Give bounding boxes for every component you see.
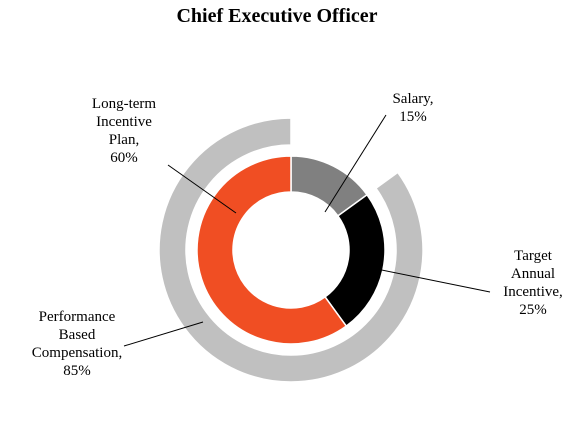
slice-target-annual-incentive xyxy=(324,193,386,328)
label-long-term-incentive-plan: Long-term Incentive Plan, 60% xyxy=(92,96,156,166)
slice-long-term-incentive-plan xyxy=(196,155,348,345)
slice-labels: Salary, 15% Target Annual Incentive, 25% Long-… xyxy=(32,91,563,379)
slice-performance-based-compensation xyxy=(158,117,424,383)
chart-title: Chief Executive Officer xyxy=(176,5,377,27)
leader-long-term-incentive-plan xyxy=(167,164,237,214)
leader-lines xyxy=(123,114,491,347)
rings xyxy=(158,117,424,383)
label-target-annual-incentive: Target Annual Incentive, 25% xyxy=(503,248,563,318)
leader-performance-based-compensation xyxy=(123,321,204,347)
leader-target-annual-incentive xyxy=(371,267,491,293)
leader-salary xyxy=(324,114,387,213)
label-salary: Salary, 15% xyxy=(392,91,433,125)
label-performance-based-compensation: Performance Based Compensation, 85% xyxy=(32,309,122,379)
